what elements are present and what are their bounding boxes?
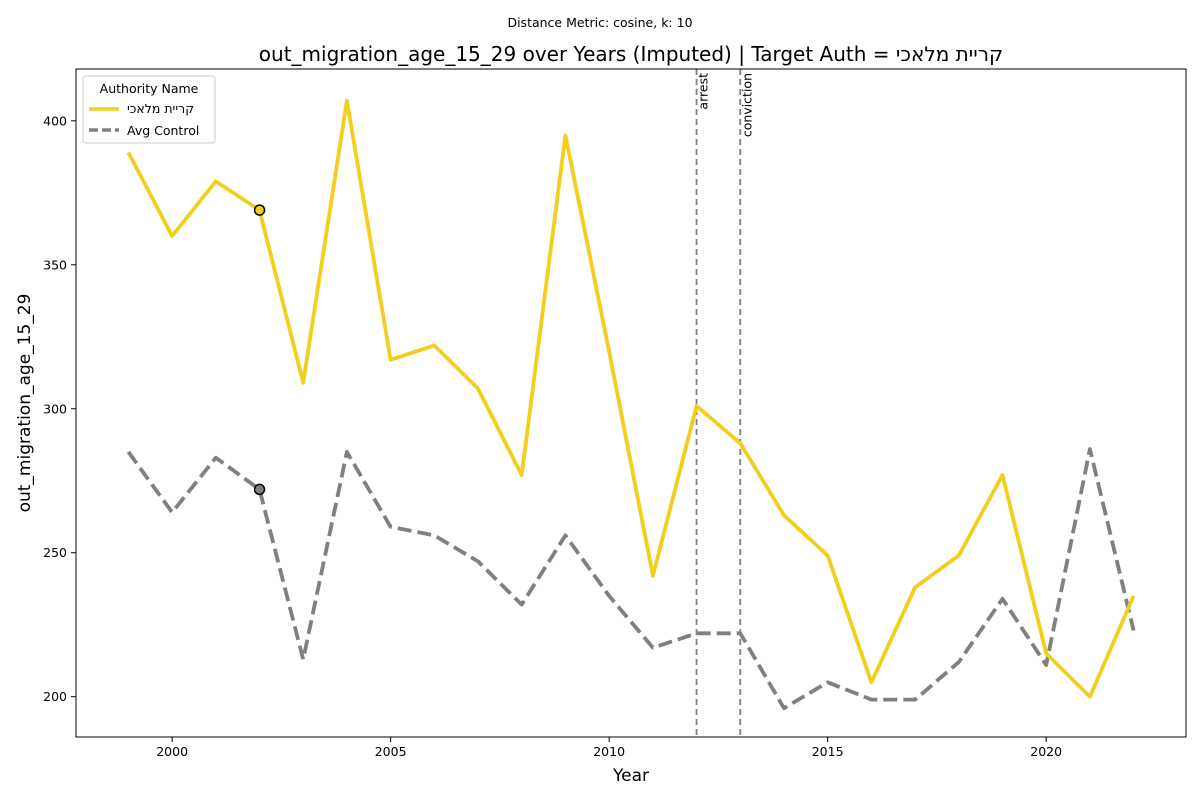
- data-point: [476, 559, 481, 564]
- data-point: [301, 657, 306, 662]
- legend: Authority Name קריית מלאכי Avg Control: [82, 75, 216, 144]
- y-axis-label: out_migration_age_15_29: [15, 294, 35, 513]
- series-line-target: [126, 98, 1136, 699]
- data-point: [432, 533, 437, 538]
- x-tick-label: 2015: [812, 744, 844, 759]
- data-point: [1000, 596, 1005, 601]
- plot-area: arrest conviction: [126, 69, 1136, 737]
- data-point: [913, 585, 918, 590]
- data-point: [825, 553, 830, 558]
- event-label-conviction: conviction: [739, 73, 754, 137]
- y-tick-label: 400: [43, 113, 67, 128]
- data-point: [607, 593, 612, 598]
- data-point: [519, 602, 524, 607]
- data-point: [1044, 663, 1049, 668]
- data-point: [650, 573, 655, 578]
- data-point: [1131, 628, 1136, 633]
- data-point: [781, 513, 786, 518]
- x-tick-label: 2000: [156, 744, 188, 759]
- data-point: [213, 455, 218, 460]
- x-tick-label: 2020: [1030, 744, 1062, 759]
- data-point: [1044, 651, 1049, 656]
- data-point: [1131, 593, 1136, 598]
- data-point: [344, 449, 349, 454]
- data-point: [825, 680, 830, 685]
- y-tick-label: 300: [43, 401, 67, 416]
- y-tick-label: 200: [43, 689, 67, 704]
- data-point: [126, 150, 131, 155]
- data-point: [1000, 472, 1005, 477]
- data-point: [1087, 694, 1092, 699]
- data-point: [956, 553, 961, 558]
- data-point: [170, 234, 175, 239]
- data-point: [476, 386, 481, 391]
- data-point: [432, 343, 437, 348]
- y-tick-label: 350: [43, 257, 67, 272]
- data-point: [1087, 447, 1092, 452]
- data-point: [344, 98, 349, 103]
- series-line-avg-control: [126, 447, 1136, 711]
- legend-label-target: קריית מלאכי: [127, 101, 194, 116]
- y-tick-label: 250: [43, 545, 67, 560]
- data-point: [956, 660, 961, 665]
- y-axis: 200 250 300 350 400: [43, 113, 76, 704]
- data-point: [301, 380, 306, 385]
- chart-title: out_migration_age_15_29 over Years (Impu…: [259, 42, 1003, 66]
- x-tick-label: 2010: [593, 744, 625, 759]
- data-point: [519, 472, 524, 477]
- x-axis-label: Year: [612, 766, 649, 786]
- plot-frame: [75, 68, 1187, 738]
- event-label-arrest: arrest: [696, 73, 711, 110]
- data-point: [738, 441, 743, 446]
- data-point: [913, 697, 918, 702]
- legend-box: [82, 75, 216, 144]
- data-point: [126, 449, 131, 454]
- data-point: [869, 680, 874, 685]
- data-point: [694, 631, 699, 636]
- data-point: [738, 631, 743, 636]
- data-point: [781, 706, 786, 711]
- data-point: [563, 133, 568, 138]
- chart-suptitle: Distance Metric: cosine, k: 10: [507, 15, 692, 30]
- data-point: [388, 357, 393, 362]
- data-point: [650, 645, 655, 650]
- legend-title: Authority Name: [100, 81, 199, 96]
- legend-label-control: Avg Control: [127, 123, 199, 138]
- x-tick-label: 2005: [375, 744, 407, 759]
- data-point: [563, 533, 568, 538]
- data-point: [607, 349, 612, 354]
- data-point: [213, 179, 218, 184]
- data-point: [388, 524, 393, 529]
- highlight-marker: [253, 483, 266, 496]
- x-axis: 2000 2005 2010 2015 2020: [156, 737, 1062, 759]
- data-point: [869, 697, 874, 702]
- data-point: [170, 510, 175, 515]
- data-point: [694, 403, 699, 408]
- highlight-marker: [253, 204, 266, 216]
